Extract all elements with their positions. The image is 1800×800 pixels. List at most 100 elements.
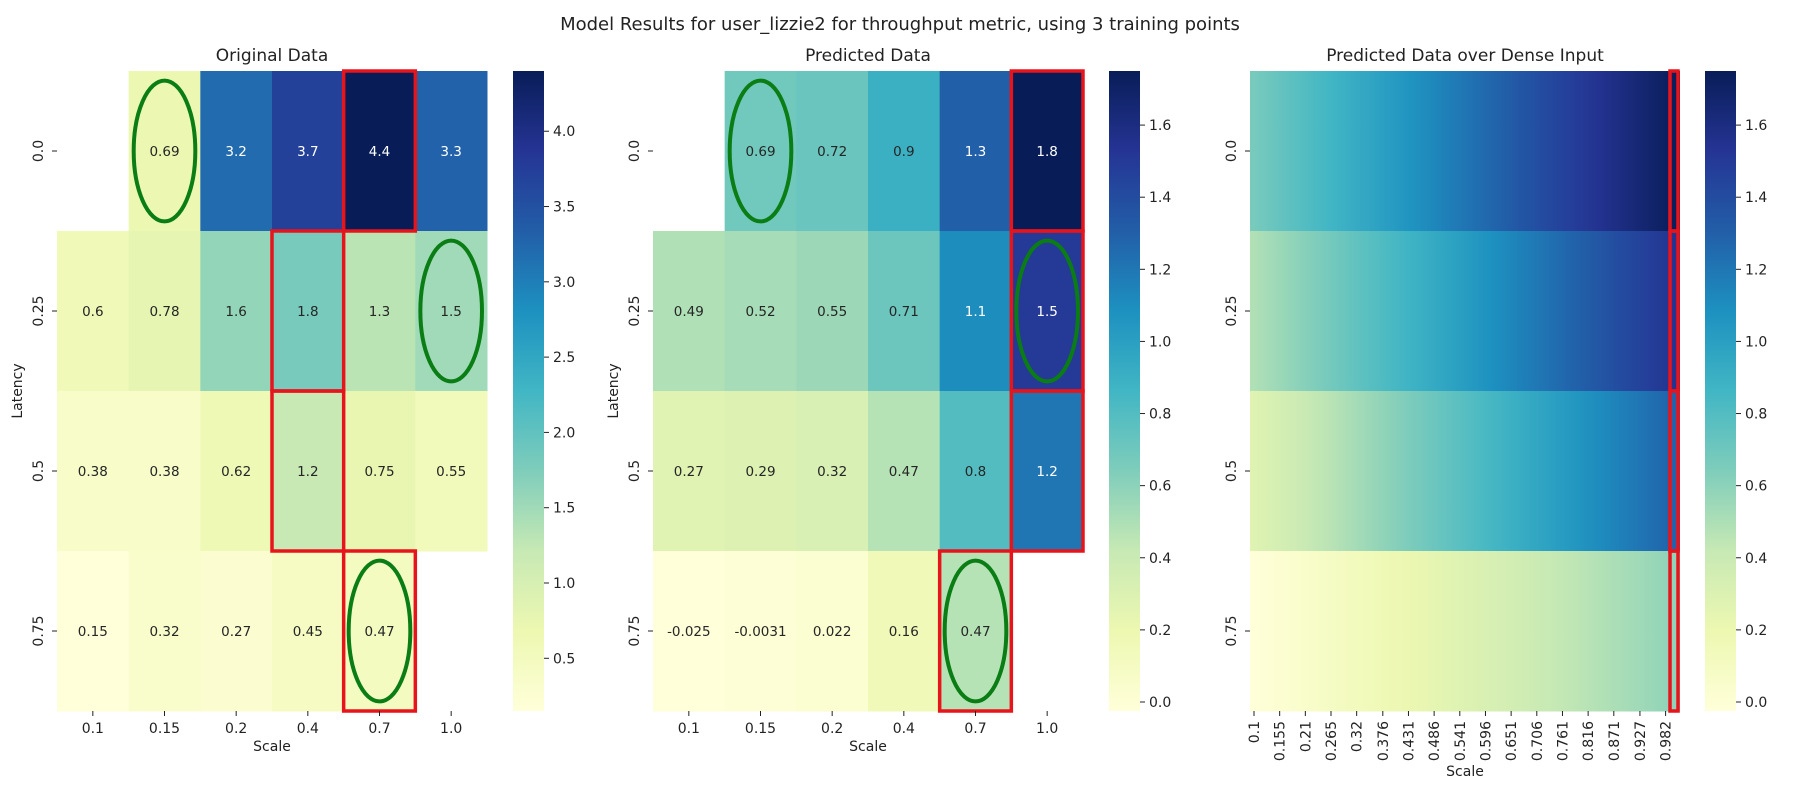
x-tick-label: 0.486 (1427, 721, 1443, 761)
y-tick-label: 0.0 (1224, 140, 1240, 162)
y-tick-label: 0.75 (31, 615, 47, 646)
heatmap-cell (939, 231, 1012, 392)
heatmap-cell (724, 231, 797, 392)
x-tick-label: 1.0 (1036, 721, 1058, 737)
heatmap-cell (200, 391, 273, 552)
heatmap-cell (272, 391, 345, 552)
heatmap-cell (1011, 231, 1084, 392)
heatmap-cell (128, 551, 201, 712)
heatmap-cell (939, 391, 1012, 552)
heatmap-cell (1011, 391, 1084, 552)
cell-label: 1.2 (297, 464, 318, 480)
heatmap-cell (57, 391, 130, 552)
cell-label: 0.71 (889, 304, 919, 320)
x-tick-label: 0.2 (821, 721, 843, 737)
heatmap-cell (724, 551, 797, 712)
x-tick-label: 0.15 (149, 721, 180, 737)
colorbar (513, 71, 544, 711)
cell-label: 0.47 (960, 624, 990, 640)
cell-label: 0.6 (82, 304, 103, 320)
colorbar-tick-label: 1.4 (1149, 190, 1171, 206)
colorbar-tick-label: 0.4 (1745, 551, 1767, 567)
colorbar-tick-label: 0.0 (1745, 695, 1767, 711)
y-tick-label: 0.25 (31, 295, 47, 326)
cell-label: 1.8 (1036, 144, 1057, 160)
cell-label: 1.3 (965, 144, 986, 160)
heatmap-cell (272, 71, 345, 232)
x-tick-label: 0.4 (893, 721, 915, 737)
heatmap-cell (939, 71, 1012, 232)
colorbar-tick-label: 0.6 (1149, 479, 1171, 495)
dense-row (1250, 231, 1680, 392)
x-tick-label: 0.761 (1555, 721, 1571, 761)
cell-label: 0.72 (817, 144, 847, 160)
heatmap-cell (343, 231, 416, 392)
colorbar-tick-label: 0.5 (553, 651, 575, 667)
figure-suptitle: Model Results for user_lizzie2 for throu… (560, 14, 1240, 35)
cell-label: -0.0031 (734, 624, 786, 640)
heatmap-cell (796, 391, 869, 552)
cell-label: 0.9 (893, 144, 914, 160)
x-tick-label: 1.0 (440, 721, 462, 737)
cell-label: 1.8 (297, 304, 318, 320)
cell-label: 0.16 (889, 624, 919, 640)
heatmap-cell (343, 391, 416, 552)
colorbar-tick-label: 1.6 (1149, 118, 1171, 134)
training-point-ellipse (418, 238, 484, 384)
heatmap-cell (868, 391, 941, 552)
x-axis-label: Scale (253, 739, 291, 755)
x-tick-label: 0.265 (1324, 721, 1340, 761)
y-tick-label: 0.25 (1224, 295, 1240, 326)
colorbar-tick-label: 1.2 (1745, 262, 1767, 278)
heatmap-cell (868, 71, 941, 232)
x-tick-label: 0.2 (225, 721, 247, 737)
cell-label: 1.3 (369, 304, 390, 320)
x-tick-label: 0.21 (1298, 721, 1314, 752)
x-axis-label: Scale (849, 739, 887, 755)
y-axis-label: Latency (606, 363, 622, 418)
heatmap-cell (939, 551, 1012, 712)
cell-label: 0.52 (745, 304, 775, 320)
colorbar-tick-label: 1.0 (553, 576, 575, 592)
heatmap-cell (796, 231, 869, 392)
panel-2: Predicted Data 0.69 0.72 0.9 1.3 1.8 0.49 0.52 0… (606, 46, 1171, 755)
heatmap-cell (724, 391, 797, 552)
cell-label: 0.32 (149, 624, 179, 640)
highlight-box (341, 69, 418, 233)
colorbar-tick-label: 0.8 (1745, 407, 1767, 423)
colorbar-tick-label: 1.4 (1745, 190, 1767, 206)
colorbar-tick-label: 4.0 (553, 124, 575, 140)
cell-label: 0.022 (813, 624, 852, 640)
cell-label: 0.69 (745, 144, 775, 160)
y-axis-label: Latency (10, 363, 26, 418)
heatmap-cell (57, 551, 130, 712)
heatmap-cell (796, 551, 869, 712)
dense-row (1250, 391, 1680, 552)
heatmap-cell (415, 231, 488, 392)
x-tick-label: 0.7 (964, 721, 986, 737)
heatmap-cell (128, 231, 201, 392)
cell-label: 0.62 (221, 464, 251, 480)
heatmap-cell (1011, 71, 1084, 232)
y-tick-label: 0.5 (627, 460, 643, 482)
heatmap-cell (128, 391, 201, 552)
cell-label: 1.6 (225, 304, 246, 320)
highlight-box (270, 389, 346, 553)
y-tick-label: 0.75 (627, 615, 643, 646)
panel-3: Predicted Data over Dense Input 0.1 0.155 0… (1224, 46, 1767, 780)
cell-label: 0.38 (78, 464, 108, 480)
heatmap-cell (272, 551, 345, 712)
cell-label: 0.55 (436, 464, 466, 480)
training-point-ellipse (1014, 238, 1080, 384)
heatmap-cell (200, 71, 273, 232)
heatmap-cell (200, 231, 273, 392)
heatmap-cell (415, 71, 488, 232)
heatmap-cell (653, 231, 726, 392)
x-tick-label: 0.1 (82, 721, 104, 737)
heatmap-cell (343, 551, 416, 712)
colorbar-tick-label: 2.5 (553, 350, 575, 366)
cell-label: 0.75 (364, 464, 394, 480)
training-point-ellipse (131, 78, 198, 224)
cell-label: 0.29 (745, 464, 775, 480)
training-point-ellipse (942, 558, 1009, 704)
